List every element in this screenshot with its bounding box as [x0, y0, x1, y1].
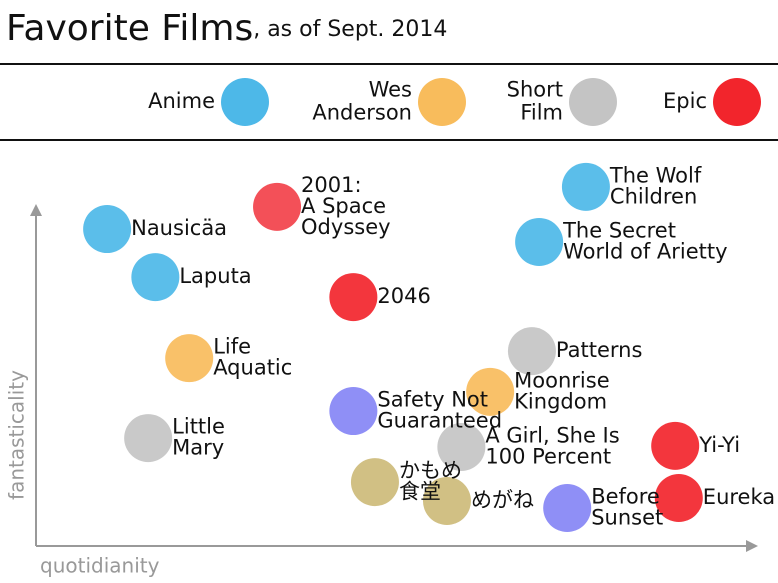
legend-swatch — [569, 78, 617, 126]
point — [131, 253, 180, 302]
point-label: Moonrise — [514, 368, 609, 392]
point — [329, 273, 378, 322]
legend-label: Anime — [148, 89, 215, 113]
point-label: 2046 — [377, 284, 430, 308]
legend-label: Epic — [663, 89, 707, 113]
legend-label: Anderson — [312, 101, 412, 125]
legend-label: Film — [520, 101, 563, 125]
point-label: Life — [213, 335, 251, 359]
point-label: めがね — [471, 488, 534, 512]
point — [422, 476, 471, 525]
legend-label: Short — [507, 78, 563, 102]
point-label: Eureka — [703, 485, 775, 509]
point-label: The Wolf — [609, 163, 702, 187]
point-label: 2001: — [301, 173, 362, 197]
point-label: The Secret — [562, 218, 676, 242]
point — [561, 162, 610, 211]
point — [466, 367, 515, 416]
legend-swatch — [713, 78, 761, 126]
point — [83, 205, 132, 254]
title: Favorite Films — [6, 8, 253, 49]
point — [515, 217, 564, 266]
point-label: Aquatic — [213, 356, 292, 380]
point-label: Mary — [172, 436, 224, 460]
point-label: Children — [610, 184, 697, 208]
x-axis-label: quotidianity — [40, 554, 160, 578]
point-label: Kingdom — [514, 389, 607, 413]
point-label: Before — [591, 485, 660, 509]
point-label: A Space — [301, 194, 386, 218]
point-label: Yi-Yi — [698, 433, 740, 457]
point-label: Little — [172, 415, 225, 439]
point — [651, 421, 700, 470]
point — [507, 327, 556, 376]
point-label: Odyssey — [301, 215, 391, 239]
subtitle: , as of Sept. 2014 — [253, 17, 447, 42]
point-label: かもめ — [399, 459, 462, 483]
legend-swatch — [221, 78, 269, 126]
point-label: World of Arietty — [563, 239, 727, 263]
point-label: 100 Percent — [485, 444, 611, 468]
point — [165, 334, 214, 383]
chart-title: Favorite Films, as of Sept. 2014 — [6, 8, 447, 49]
point — [543, 484, 592, 532]
point — [253, 182, 302, 231]
point — [437, 422, 486, 471]
point — [329, 387, 378, 436]
point-label: Safety Not — [377, 388, 488, 412]
point-label: Nausicäa — [131, 216, 227, 240]
x-arrow — [746, 540, 758, 552]
point-label: 食堂 — [399, 480, 441, 504]
legend-swatch — [418, 78, 466, 126]
point — [124, 414, 173, 463]
point — [654, 474, 703, 523]
legend-label: Wes — [369, 78, 412, 102]
y-arrow — [30, 204, 42, 216]
point-label: A Girl, She Is — [485, 423, 619, 447]
y-axis-label: fantasticality — [5, 370, 29, 500]
point-label: Laputa — [179, 264, 251, 288]
point — [350, 458, 399, 507]
point-label: Sunset — [591, 506, 663, 530]
point-label: Guaranteed — [377, 409, 502, 433]
point-label: Patterns — [556, 338, 643, 362]
